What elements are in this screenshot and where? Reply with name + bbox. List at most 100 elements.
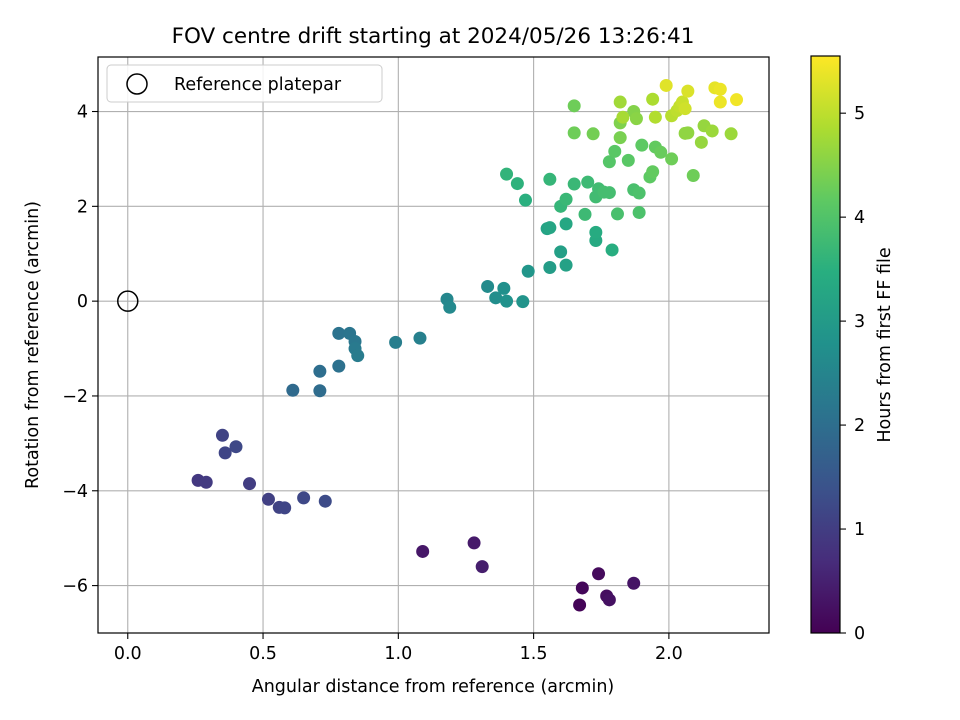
legend: Reference platepar [106,64,383,103]
grid-lines [98,57,769,633]
data-points [117,78,744,612]
colorbar-tick-label: 0 [854,624,865,644]
data-point [616,110,630,124]
data-point [602,155,616,169]
data-point [500,294,514,308]
data-point [632,205,646,219]
data-point [286,383,300,397]
data-point [351,349,365,363]
x-tick-label: 1.5 [520,644,548,664]
colorbar-tick-label: 4 [854,208,865,228]
data-point [602,593,616,607]
colorbar-label: Hours from first FF file [875,247,895,442]
data-point [567,99,581,113]
data-point [516,295,530,309]
data-point [261,492,275,506]
y-tick-label: −4 [62,482,88,502]
colorbar-tick-label: 5 [854,104,865,124]
y-tick-label: −6 [62,577,88,597]
data-point [413,331,427,345]
data-point [681,126,695,140]
data-point [592,567,606,581]
x-axis-ticks: 0.0 0.5 1.0 1.5 2.0 [114,633,683,664]
colorbar-tick-label: 1 [854,520,865,540]
reference-point [117,290,139,312]
data-point [648,110,662,124]
data-point [332,326,346,340]
colorbar: 0 1 2 3 4 5 Hours from first FF file [810,55,895,644]
data-point [573,598,587,612]
data-point [567,177,581,191]
data-point [724,127,738,141]
y-tick-label: 0 [77,292,88,312]
x-tick-label: 0.0 [114,644,142,664]
data-point [627,576,641,590]
y-axis-ticks: −6 −4 −2 0 2 4 [62,103,98,597]
data-point [730,93,744,107]
data-point [278,501,292,515]
data-point [497,281,511,295]
data-point [543,221,557,235]
data-point [629,112,643,126]
data-point [665,152,679,166]
data-point [613,95,627,109]
data-point [632,186,646,200]
data-point [613,131,627,145]
data-point [243,477,257,491]
data-point [646,92,660,106]
y-axis-label: Rotation from reference (arcmin) [23,201,43,489]
data-point [313,384,327,398]
chart-title: FOV centre drift starting at 2024/05/26 … [172,24,695,49]
x-axis-label: Angular distance from reference (arcmin) [252,677,615,697]
data-point [713,95,727,109]
data-point [694,135,708,149]
data-point [605,243,619,257]
data-point [199,475,213,489]
legend-entry: Reference platepar [174,75,342,95]
x-tick-label: 1.0 [384,644,412,664]
data-point [332,359,346,373]
data-point [713,82,727,96]
data-point [215,428,229,442]
data-point [297,491,311,505]
data-point [646,165,660,179]
plot-frame [97,56,770,634]
data-point [581,175,595,189]
y-tick-label: 4 [77,103,88,123]
y-tick-label: 2 [77,197,88,217]
data-point [602,186,616,200]
data-point [521,264,535,278]
data-point [608,144,622,158]
data-point [621,153,635,167]
colorbar-ticks: 0 1 2 3 4 5 [840,104,865,644]
colorbar-gradient [810,55,841,634]
data-point [489,291,503,305]
data-point [318,494,332,508]
data-point [416,544,430,558]
y-tick-label: −2 [62,387,88,407]
data-point [559,217,573,231]
legend-box [106,64,383,103]
data-point [554,245,568,259]
data-point [559,192,573,206]
data-point [229,440,243,454]
data-point [467,536,481,550]
data-point [686,169,700,183]
data-point [678,102,692,116]
data-point [543,172,557,186]
data-point [567,126,581,140]
data-point [575,581,589,595]
data-point [681,84,695,98]
data-point [481,279,495,293]
data-point [586,127,600,141]
colorbar-tick-label: 2 [854,416,865,436]
data-point [500,167,514,181]
data-point [543,260,557,274]
data-point [510,177,524,191]
x-tick-label: 0.5 [249,644,277,664]
data-point [578,207,592,221]
data-point [559,258,573,272]
data-point [705,124,719,138]
data-point [518,193,532,207]
